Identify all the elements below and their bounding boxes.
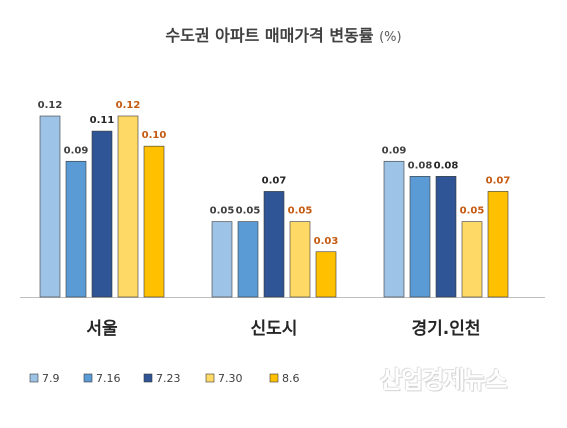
- bar: [143, 145, 165, 298]
- data-label: 0.05: [236, 206, 261, 217]
- legend-label: 7.16: [96, 372, 121, 385]
- data-label: 0.05: [210, 206, 235, 217]
- bar: [65, 160, 87, 298]
- bar: [487, 191, 509, 298]
- legend-label: 7.9: [42, 372, 60, 385]
- data-label: 0.05: [288, 206, 313, 217]
- legend-swatch: [269, 373, 279, 383]
- bar: [461, 221, 483, 298]
- legend-swatch: [205, 373, 215, 383]
- data-label: 0.07: [262, 175, 287, 186]
- bar: [315, 251, 337, 298]
- data-label: 0.09: [382, 145, 407, 156]
- legend-label: 7.23: [156, 372, 181, 385]
- data-label: 0.10: [142, 130, 167, 141]
- data-label: 0.09: [64, 145, 89, 156]
- data-label: 0.08: [434, 160, 459, 171]
- data-label: 0.12: [116, 100, 141, 111]
- bar: [289, 221, 311, 298]
- category-label: 경기.인천: [411, 319, 480, 339]
- watermark: 산업경제뉴스: [380, 366, 507, 394]
- bar: [435, 176, 457, 298]
- bar: [409, 176, 431, 298]
- chart-title-text: 수도권 아파트 매매가격 변동률: [165, 26, 374, 45]
- category-label: 신도시: [251, 319, 298, 339]
- bar: [263, 191, 285, 298]
- data-label: 0.07: [486, 175, 511, 186]
- bar: [39, 115, 61, 298]
- data-label: 0.03: [314, 236, 339, 247]
- bar: [383, 160, 405, 298]
- legend-swatch: [83, 373, 93, 383]
- chart-title-unit: (%): [379, 30, 402, 45]
- data-label: 0.11: [90, 115, 115, 126]
- bar: [211, 221, 233, 298]
- bar: [237, 221, 259, 298]
- legend-swatch: [29, 373, 39, 383]
- data-label: 0.05: [460, 206, 485, 217]
- legend-label: 8.6: [282, 372, 300, 385]
- category-label: 서울: [86, 319, 118, 339]
- chart-title: 수도권 아파트 매매가격 변동률 (%): [0, 22, 567, 46]
- legend-swatch: [143, 373, 153, 383]
- bar: [117, 115, 139, 298]
- data-label: 0.12: [38, 100, 63, 111]
- data-label: 0.08: [408, 160, 433, 171]
- bar: [91, 130, 113, 298]
- legend-label: 7.30: [218, 372, 243, 385]
